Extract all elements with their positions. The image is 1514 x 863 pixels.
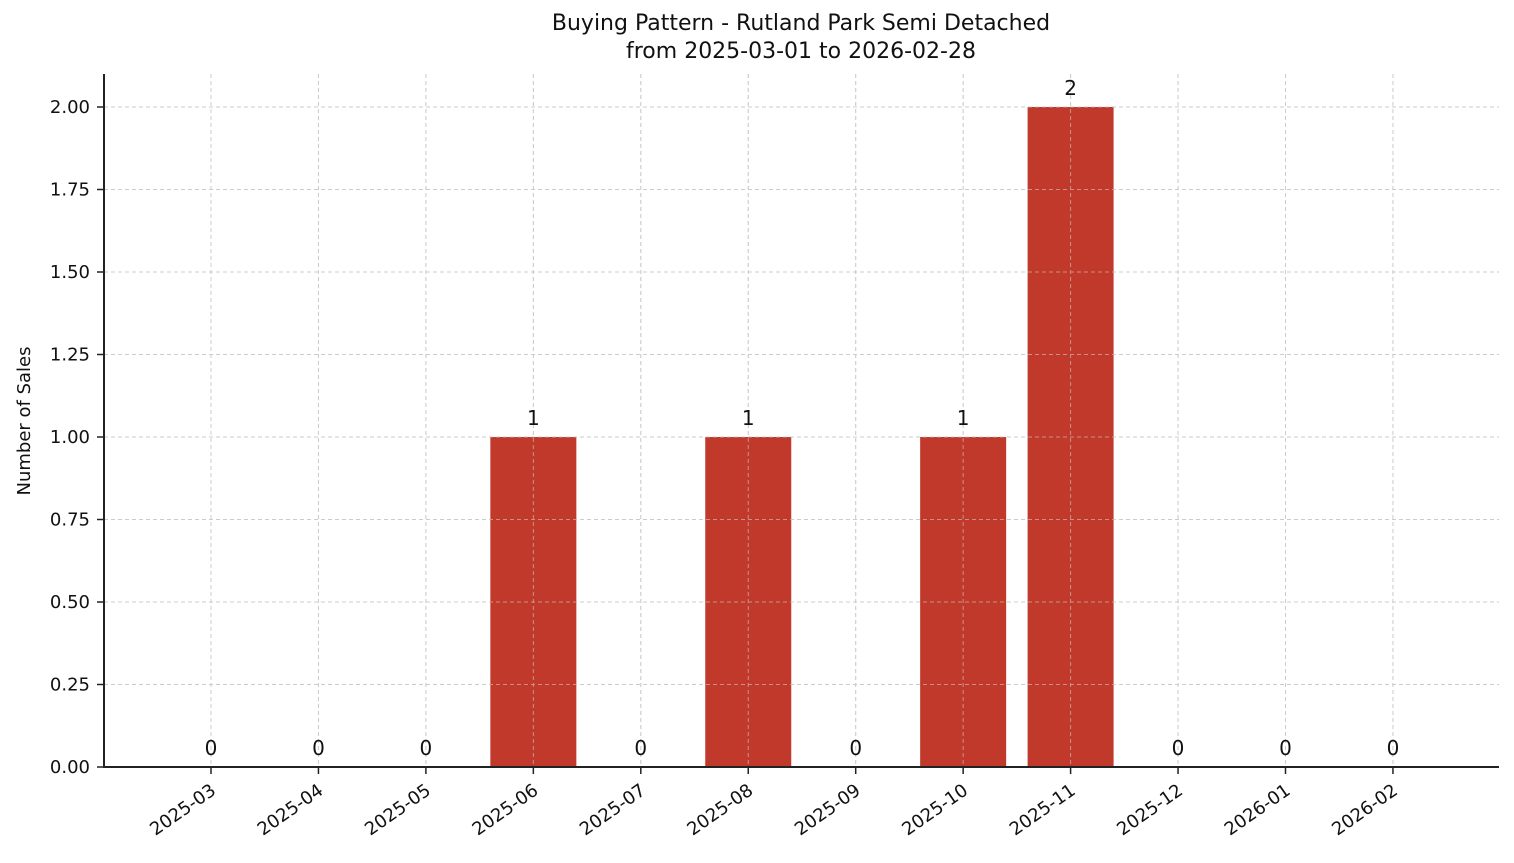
y-tick-label: 2.00	[50, 97, 90, 118]
y-tick-label: 0.00	[50, 757, 90, 778]
y-axis-label: Number of Sales	[14, 346, 35, 495]
data-label: 0	[1387, 736, 1400, 760]
grid-lines-overlay	[104, 74, 1499, 767]
data-label: 0	[1172, 736, 1185, 760]
grid-lines	[104, 74, 1499, 767]
data-label: 0	[849, 736, 862, 760]
data-label: 0	[312, 736, 325, 760]
chart-title-line2: from 2025-03-01 to 2026-02-28	[626, 39, 976, 64]
x-tick-label: 2025-08	[683, 780, 757, 840]
x-tick-label: 2025-12	[1113, 780, 1187, 840]
data-label: 0	[420, 736, 433, 760]
y-tick-label: 0.25	[50, 675, 90, 696]
x-tick-label: 2025-06	[469, 780, 543, 840]
x-tick-label: 2026-01	[1221, 780, 1295, 840]
data-label: 0	[1279, 736, 1292, 760]
chart-title-line1: Buying Pattern - Rutland Park Semi Detac…	[551, 11, 1051, 36]
x-tick-label: 2025-10	[898, 780, 972, 840]
x-tick-label: 2025-11	[1006, 780, 1080, 840]
x-tick-label: 2025-05	[361, 780, 435, 840]
x-tick-label: 2025-09	[791, 780, 865, 840]
data-label: 1	[742, 406, 755, 430]
y-tick-label: 1.00	[50, 427, 90, 448]
chart-title: Buying Pattern - Rutland Park Semi Detac…	[0, 10, 1514, 66]
y-tick-label: 0.75	[50, 510, 90, 531]
data-label: 0	[205, 736, 218, 760]
data-label: 2	[1064, 76, 1077, 100]
x-tick-label: 2026-02	[1328, 780, 1402, 840]
x-tick-label: 2025-03	[146, 780, 220, 840]
y-tick-label: 1.25	[50, 345, 90, 366]
y-tick-label: 1.75	[50, 180, 90, 201]
x-tick-label: 2025-07	[576, 780, 650, 840]
data-labels: 0 0 0 1 0 1 0 1 2 0 0 0	[205, 76, 1400, 760]
data-label: 1	[527, 406, 540, 430]
data-label: 0	[634, 736, 647, 760]
x-tick-label: 2025-04	[254, 780, 328, 840]
data-label: 1	[957, 406, 970, 430]
y-tick-label: 1.50	[50, 262, 90, 283]
y-tick-label: 0.50	[50, 592, 90, 613]
